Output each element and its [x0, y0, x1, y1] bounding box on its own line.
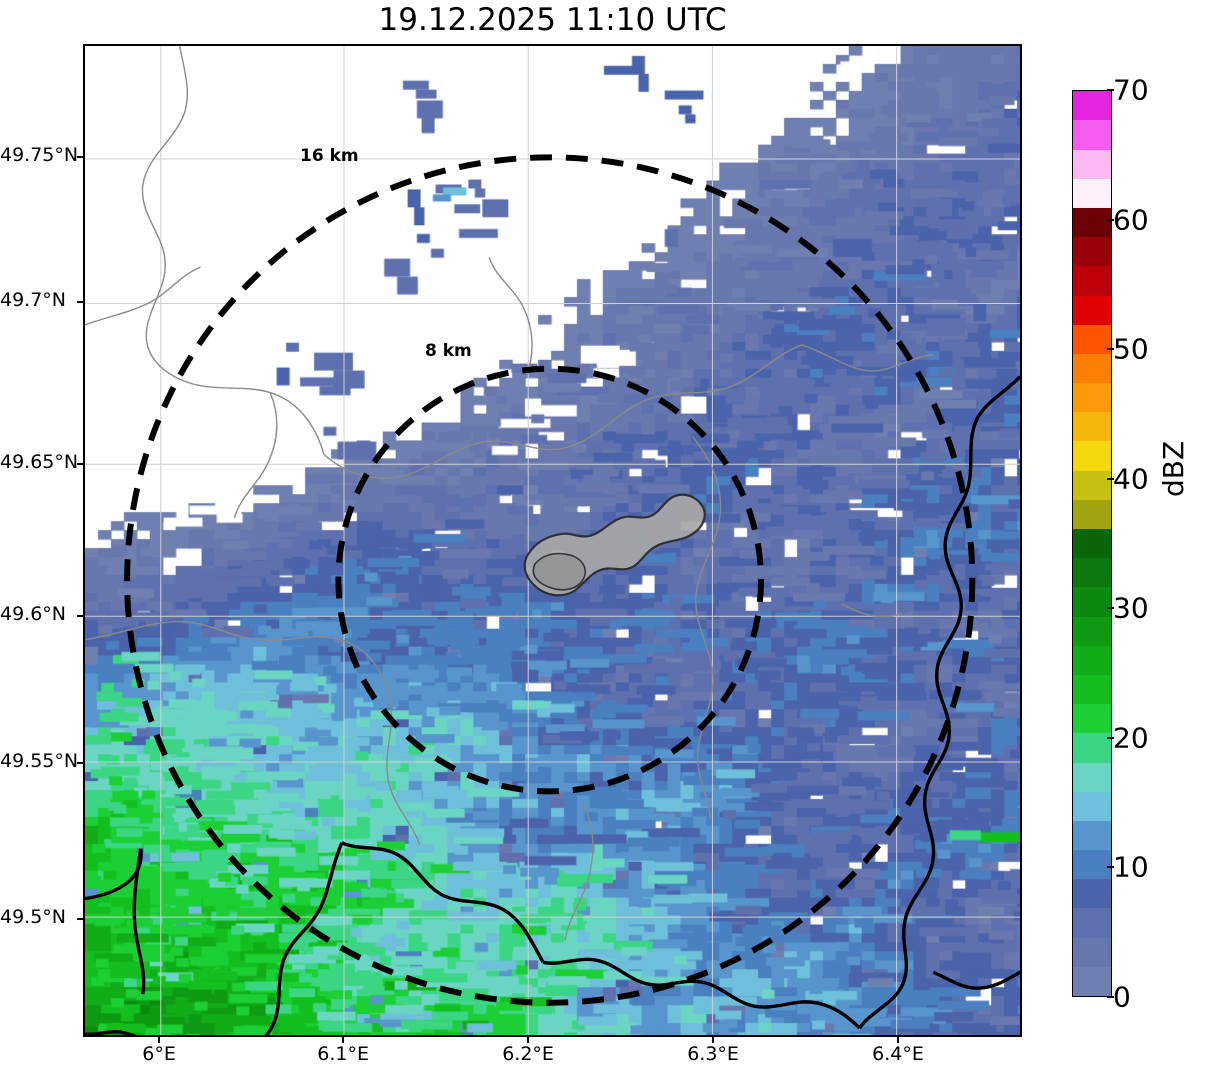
x-axis-tick-label: 6.3°E: [687, 1043, 739, 1065]
map-borders-layer: [85, 46, 1020, 1035]
range-ring-label-8km: 8 km: [425, 341, 472, 361]
colorbar-tick-label: 10: [1113, 850, 1149, 884]
y-axis-tick-mark: [77, 463, 83, 466]
colorbar-band: [1073, 879, 1111, 909]
y-axis-tick-mark: [77, 615, 83, 618]
y-axis-tick-mark: [77, 761, 83, 764]
colorbar-band: [1073, 529, 1111, 559]
colorbar-tick-mark: [1107, 477, 1114, 480]
colorbar-band: [1073, 820, 1111, 851]
y-axis-tick-label: 49.6°N: [0, 603, 67, 626]
y-axis-tick-label: 49.7°N: [0, 289, 67, 312]
colorbar-band: [1073, 412, 1111, 442]
colorbar-tick-label: 60: [1113, 203, 1149, 237]
colorbar-band: [1073, 499, 1111, 529]
colorbar-tick-label: 0: [1113, 980, 1131, 1014]
colorbar-unit-label: dBZ: [1157, 440, 1190, 497]
colorbar-tick-mark: [1107, 348, 1114, 351]
range-rings-layer: [124, 154, 976, 1006]
colorbar-tick-mark: [1107, 89, 1114, 91]
colorbar-tick-label: 50: [1113, 332, 1149, 366]
x-axis-tick-label: 6°E: [142, 1043, 176, 1065]
colorbar-band: [1073, 966, 1111, 996]
colorbar-band: [1073, 850, 1111, 880]
page-title: 19.12.2025 11:10 UTC: [378, 2, 727, 38]
colorbar-band: [1073, 704, 1111, 734]
colorbar-band: [1073, 470, 1111, 500]
y-axis-tick-label: 49.5°N: [0, 905, 67, 928]
y-axis-tick: 49.65°N: [0, 451, 79, 474]
y-axis-tick-label: 49.65°N: [0, 451, 79, 474]
x-axis-tick-label: 6.1°E: [317, 1043, 369, 1065]
colorbar-band: [1073, 616, 1111, 646]
radar-plot-area[interactable]: 16 km 8 km: [83, 44, 1022, 1037]
colorbar-band: [1073, 937, 1111, 967]
range-ring-label-16km: 16 km: [300, 146, 359, 166]
colorbar-band: [1073, 207, 1111, 238]
colorbar-band: [1073, 733, 1111, 763]
colorbar-tick-mark: [1107, 607, 1114, 610]
y-axis-tick-label: 49.55°N: [0, 749, 79, 772]
colorbar-tick-label: 40: [1113, 462, 1149, 496]
y-axis-tick-mark: [77, 917, 83, 920]
colorbar-band: [1073, 645, 1111, 675]
x-axis-tick-mark: [527, 1037, 530, 1043]
y-axis-tick: 49.7°N: [0, 289, 76, 311]
x-axis-tick-mark: [897, 1037, 900, 1043]
y-axis-tick-label: 49.75°N: [0, 144, 79, 167]
y-axis-tick: 49.55°N: [0, 749, 79, 772]
x-axis-tick-label: 6.2°E: [502, 1043, 554, 1065]
colorbar-band: [1073, 120, 1111, 150]
colorbar-band: [1073, 762, 1111, 792]
y-axis-tick-mark: [77, 156, 83, 159]
colorbar-tick-mark: [1107, 866, 1114, 869]
y-axis-tick-mark: [77, 301, 83, 304]
colorbar-tick-mark: [1107, 736, 1114, 739]
y-axis-tick: 49.6°N: [0, 603, 76, 625]
colorbar-tick-label: 30: [1113, 591, 1149, 625]
colorbar-band: [1073, 791, 1111, 821]
colorbar-tick-label: 20: [1113, 721, 1149, 755]
x-axis-tick-label: 6.4°E: [872, 1043, 924, 1065]
colorbar-band: [1073, 587, 1111, 617]
colorbar-band: [1073, 237, 1111, 267]
colorbar-band: [1073, 441, 1111, 471]
colorbar-band: [1073, 149, 1111, 179]
x-axis-tick-mark: [342, 1037, 345, 1043]
colorbar-band: [1073, 908, 1111, 938]
colorbar-band: [1073, 91, 1111, 121]
colorbar-band: [1073, 178, 1111, 208]
colorbar-band: [1073, 353, 1111, 384]
colorbar-tick-label: 70: [1113, 73, 1149, 107]
y-axis-tick: 49.75°N: [0, 144, 79, 167]
colorbar[interactable]: [1072, 90, 1112, 997]
x-axis-tick-mark: [712, 1037, 715, 1043]
x-axis-tick-mark: [158, 1037, 161, 1043]
colorbar-tick-mark: [1107, 996, 1114, 998]
colorbar-band: [1073, 266, 1111, 296]
colorbar-band: [1073, 295, 1111, 325]
colorbar-band: [1073, 383, 1111, 413]
y-axis-tick: 49.5°N: [0, 906, 76, 928]
colorbar-band: [1073, 558, 1111, 588]
colorbar-band: [1073, 674, 1111, 705]
colorbar-band: [1073, 324, 1111, 354]
colorbar-tick-mark: [1107, 218, 1114, 221]
